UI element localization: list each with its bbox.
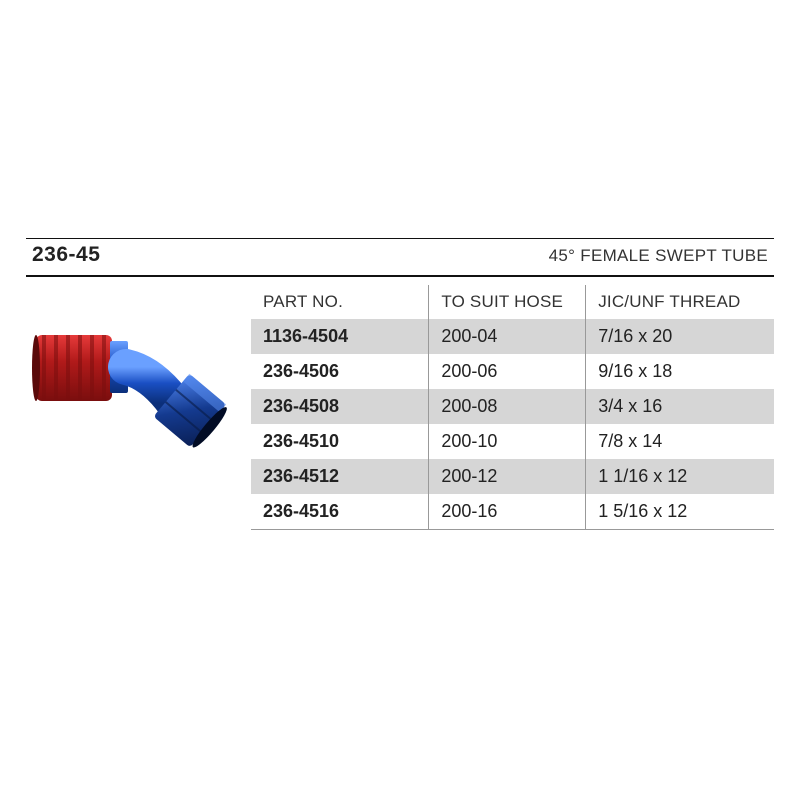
hose-fitting-icon [26,329,236,464]
cell-thread: 7/16 x 20 [586,319,774,354]
spec-table-header-row: PART NO. TO SUIT HOSE JIC/UNF THREAD [251,285,774,319]
cell-partno: 236-4510 [251,424,429,459]
product-illustration [26,285,251,485]
cell-hose: 200-12 [429,459,586,494]
cell-thread: 9/16 x 18 [586,354,774,389]
cell-partno: 236-4508 [251,389,429,424]
cell-partno: 236-4516 [251,494,429,530]
cell-partno: 1136-4504 [251,319,429,354]
cell-hose: 200-06 [429,354,586,389]
table-row: 236-4512 200-12 1 1/16 x 12 [251,459,774,494]
cell-thread: 3/4 x 16 [586,389,774,424]
spec-table-body: 1136-4504 200-04 7/16 x 20 236-4506 200-… [251,319,774,530]
title-bar: 236-45 45° FEMALE SWEPT TUBE [26,238,774,277]
cell-hose: 200-08 [429,389,586,424]
table-row: 236-4516 200-16 1 5/16 x 12 [251,494,774,530]
table-row: 1136-4504 200-04 7/16 x 20 [251,319,774,354]
cell-thread: 1 1/16 x 12 [586,459,774,494]
catalog-entry: 236-45 45° FEMALE SWEPT TUBE [26,238,774,530]
cell-thread: 7/8 x 14 [586,424,774,459]
table-row: 236-4508 200-08 3/4 x 16 [251,389,774,424]
spec-table: PART NO. TO SUIT HOSE JIC/UNF THREAD 113… [251,285,774,530]
table-row: 236-4510 200-10 7/8 x 14 [251,424,774,459]
cell-hose: 200-16 [429,494,586,530]
cell-hose: 200-04 [429,319,586,354]
cell-hose: 200-10 [429,424,586,459]
col-header-partno: PART NO. [251,285,429,319]
cell-partno: 236-4512 [251,459,429,494]
body-area: PART NO. TO SUIT HOSE JIC/UNF THREAD 113… [26,285,774,530]
product-code: 236-45 [32,243,100,267]
product-description: 45° FEMALE SWEPT TUBE [549,246,768,266]
col-header-hose: TO SUIT HOSE [429,285,586,319]
cell-thread: 1 5/16 x 12 [586,494,774,530]
table-row: 236-4506 200-06 9/16 x 18 [251,354,774,389]
cell-partno: 236-4506 [251,354,429,389]
col-header-thread: JIC/UNF THREAD [586,285,774,319]
